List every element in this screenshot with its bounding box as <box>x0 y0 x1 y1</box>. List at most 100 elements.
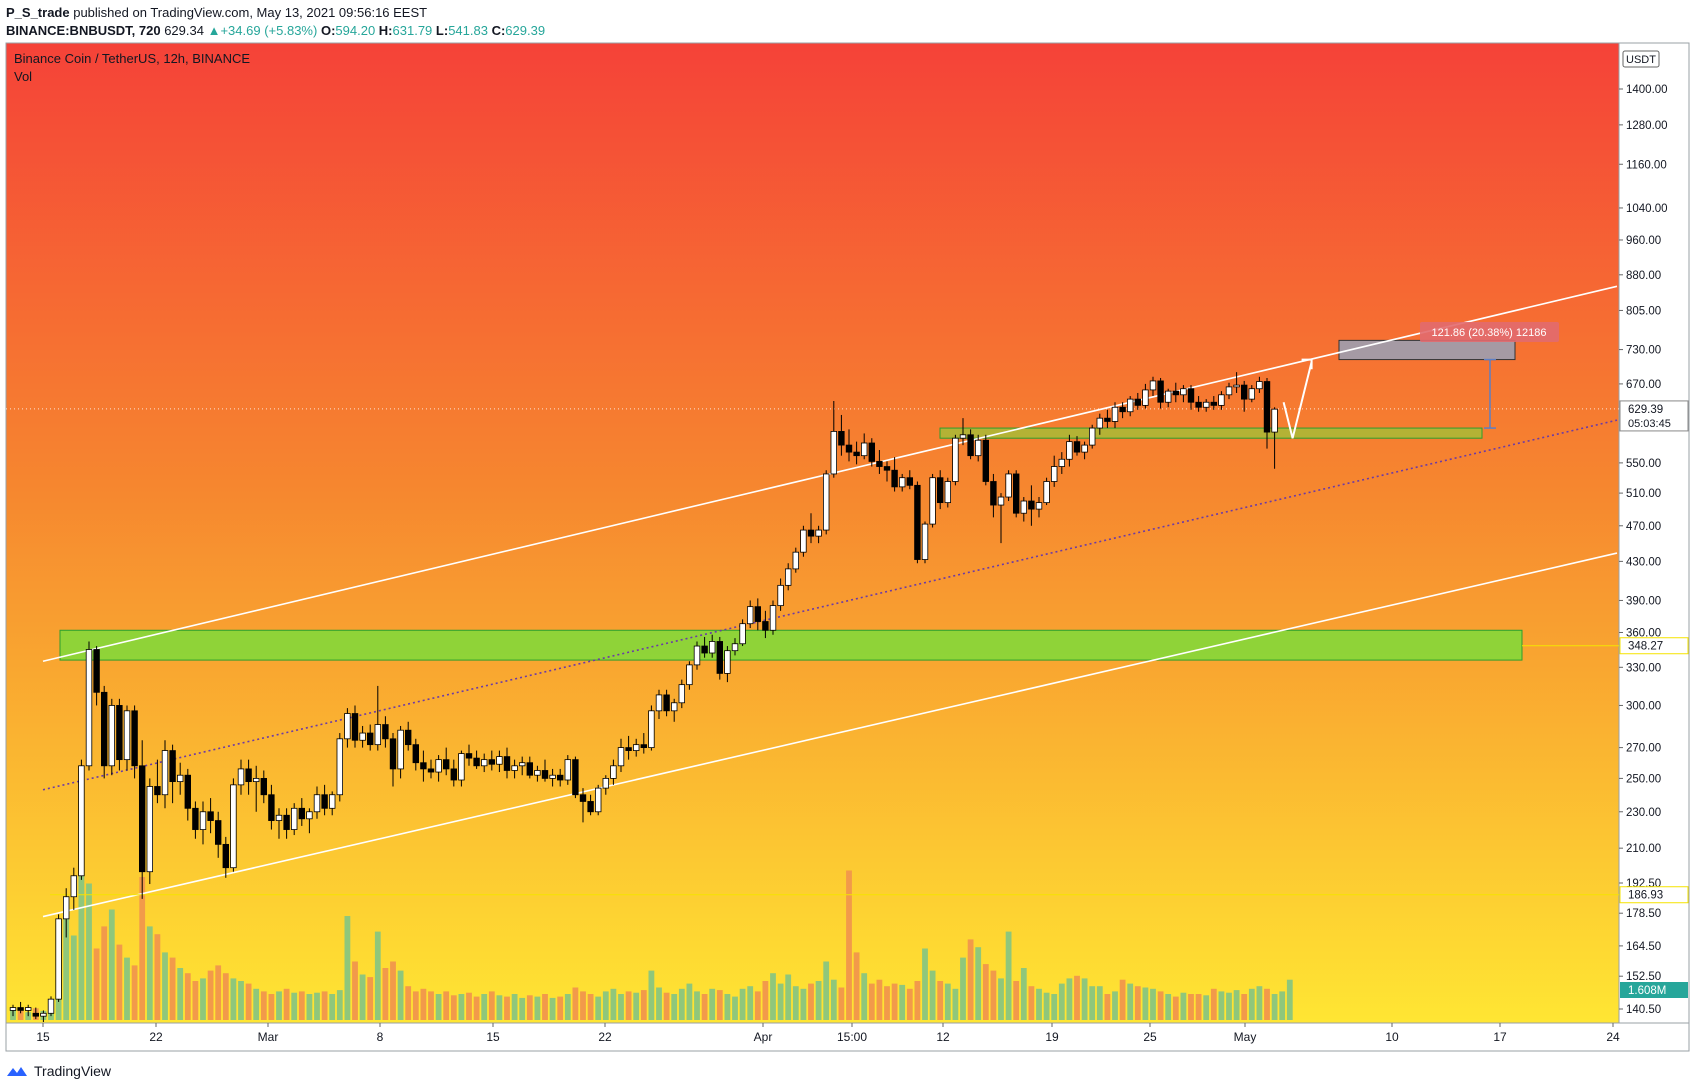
volume-badge[interactable] <box>1620 982 1688 998</box>
volume-bar <box>276 991 282 1020</box>
up-arrow-icon: ▲ <box>207 23 221 38</box>
candle-body <box>1210 401 1217 406</box>
candle-body <box>503 756 511 771</box>
candle-body <box>876 461 883 467</box>
candle-body <box>169 750 176 783</box>
volume-bar <box>1051 994 1058 1020</box>
volume-bar <box>1157 991 1164 1020</box>
tradingview-brand: TradingView <box>34 1063 112 1079</box>
volume-bar <box>352 961 358 1020</box>
volume-bar <box>184 973 191 1020</box>
level-badge-348[interactable] <box>1619 637 1689 655</box>
currency-badge[interactable] <box>1622 50 1660 68</box>
volume-bar <box>207 970 214 1020</box>
candle-body <box>1104 417 1111 422</box>
candle-body <box>1142 389 1149 406</box>
author-name[interactable]: P_S_trade <box>6 5 70 20</box>
last-price-value: 629.39 <box>1628 404 1663 416</box>
candle-body <box>861 442 868 457</box>
volume-bar <box>770 973 776 1020</box>
candle-body <box>587 801 594 813</box>
candle-body <box>222 843 229 869</box>
candle-body <box>397 729 404 770</box>
candle-body <box>207 811 214 821</box>
volume-bar <box>762 981 769 1020</box>
volume-bar <box>78 864 85 1020</box>
volume-bar <box>1226 992 1232 1020</box>
candle-body <box>465 753 473 759</box>
candle-body <box>769 605 777 631</box>
channel-lower-line[interactable] <box>42 552 1618 918</box>
candle-body <box>1111 406 1119 422</box>
volume-bar <box>815 981 822 1020</box>
volume-bar <box>1142 987 1149 1020</box>
measure-label: 121.86 (20.38%) 12186 <box>1432 327 1547 339</box>
volume-bar <box>861 973 868 1020</box>
candle-body <box>990 481 997 506</box>
volume-bar <box>336 990 343 1020</box>
volume-bar <box>1248 988 1255 1020</box>
volume-bar <box>420 988 427 1020</box>
last-price-badge[interactable] <box>1619 400 1689 432</box>
volume-bar <box>678 988 685 1020</box>
y-tick-label: 470.00 <box>1626 521 1661 533</box>
breakout-retest-zone[interactable] <box>939 427 1483 439</box>
candle-body <box>359 732 366 741</box>
volume-bar <box>580 991 586 1020</box>
price-axis[interactable] <box>1618 42 1690 1024</box>
volume-bar <box>397 970 404 1020</box>
candle-body <box>1263 381 1271 433</box>
time-axis[interactable] <box>5 1022 1690 1052</box>
symbol-name: BINANCE:BNBUSDT, 720 <box>6 23 161 38</box>
candle-body <box>1225 386 1233 396</box>
candle-body <box>40 1012 47 1017</box>
volume-bar <box>572 987 579 1020</box>
price-change: +34.69 (+5.83%) <box>220 23 318 38</box>
volume-bar <box>663 992 670 1020</box>
volume-bar <box>139 877 146 1020</box>
bar-countdown: 05:03:45 <box>1628 418 1671 430</box>
volume-bar <box>610 988 617 1020</box>
volume-bar <box>792 986 799 1020</box>
volume-bar <box>694 991 700 1020</box>
x-tick-label: 17 <box>1493 1030 1507 1044</box>
volume-bar <box>443 991 450 1020</box>
candle-body <box>686 664 693 686</box>
y-tick-label: 210.00 <box>1626 843 1661 855</box>
tradingview-footer[interactable]: TradingView <box>6 1063 111 1079</box>
candle-body <box>192 807 199 830</box>
candle-body <box>214 820 222 845</box>
volume-bar <box>367 977 374 1020</box>
candle-body <box>625 747 632 751</box>
candle-body <box>678 684 685 704</box>
volume-bar <box>496 995 503 1020</box>
candle-body <box>937 477 944 504</box>
x-tick-label: 10 <box>1385 1030 1399 1044</box>
support-resistance-zone[interactable] <box>59 629 1523 661</box>
volume-bar <box>1241 994 1248 1020</box>
candle-body <box>754 606 761 622</box>
open-label: O: <box>320 23 336 38</box>
candle-body <box>78 765 85 877</box>
target-zone[interactable] <box>1338 339 1516 361</box>
volume-bar <box>587 994 594 1020</box>
last-price: 629.34 <box>164 23 204 38</box>
candle-body <box>366 732 374 746</box>
channel-upper-line[interactable] <box>42 285 1618 663</box>
volume-bar <box>359 974 366 1020</box>
volume-bar <box>800 988 807 1020</box>
volume-bar <box>1036 988 1042 1020</box>
candle-body <box>420 762 427 770</box>
volume-value: 1.608M <box>1628 985 1666 997</box>
volume-bar <box>473 996 480 1020</box>
low-label: L: <box>435 23 449 38</box>
candle-body <box>602 778 609 789</box>
candle-body <box>321 794 328 809</box>
projection-path[interactable] <box>1282 361 1313 439</box>
volume-bar <box>124 957 130 1020</box>
level-badge-186[interactable] <box>1619 886 1689 904</box>
candle-body <box>1073 441 1081 453</box>
candle-body <box>1203 401 1210 408</box>
y-tick-label: 330.00 <box>1626 662 1661 674</box>
